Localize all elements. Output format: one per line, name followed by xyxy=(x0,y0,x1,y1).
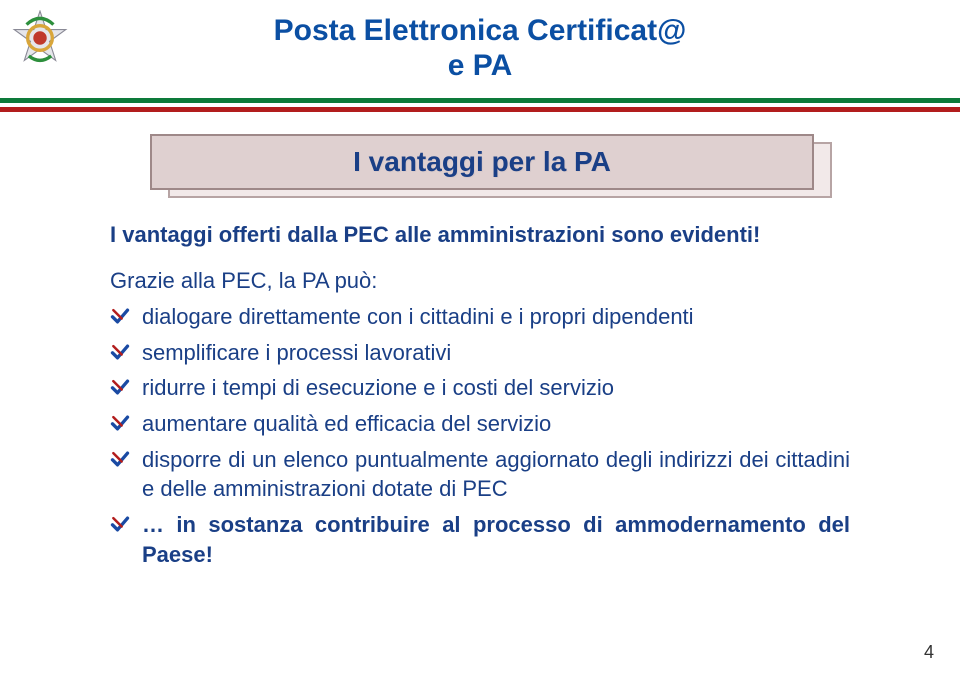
checkmark-icon xyxy=(110,304,130,324)
slide-title: Posta Elettronica Certificat@ e PA xyxy=(0,14,960,83)
bullet-item: dialogare direttamente con i cittadini e… xyxy=(110,302,850,332)
slide-body: I vantaggi offerti dalla PEC alle ammini… xyxy=(110,222,850,576)
subtitle-ribbon: I vantaggi per la PA xyxy=(150,134,850,196)
bullet-text: semplificare i processi lavorativi xyxy=(142,340,451,365)
checkmark-icon xyxy=(110,447,130,467)
title-line-2: e PA xyxy=(0,49,960,84)
bullet-item: aumentare qualità ed efficacia del servi… xyxy=(110,409,850,439)
bullet-item: semplificare i processi lavorativi xyxy=(110,338,850,368)
title-line-1: Posta Elettronica Certificat@ xyxy=(0,14,960,49)
bullet-text: dialogare direttamente con i cittadini e… xyxy=(142,304,694,329)
tricolor-stripe xyxy=(0,98,960,112)
checkmark-icon xyxy=(110,512,130,532)
bullet-item: ridurre i tempi di esecuzione e i costi … xyxy=(110,373,850,403)
bullet-text: aumentare qualità ed efficacia del servi… xyxy=(142,411,551,436)
lead-text: Grazie alla PEC, la PA può: xyxy=(110,268,850,294)
bullet-text: disporre di un elenco puntualmente aggio… xyxy=(142,447,850,502)
checkmark-icon xyxy=(110,340,130,360)
checkmark-icon xyxy=(110,375,130,395)
ribbon-front: I vantaggi per la PA xyxy=(150,134,814,190)
page-number: 4 xyxy=(924,642,934,663)
intro-text: I vantaggi offerti dalla PEC alle ammini… xyxy=(110,222,850,248)
checkmark-icon xyxy=(110,411,130,431)
stripe-red xyxy=(0,107,960,112)
ribbon-text: I vantaggi per la PA xyxy=(353,146,611,178)
bullet-list: dialogare direttamente con i cittadini e… xyxy=(110,302,850,570)
slide-page: Posta Elettronica Certificat@ e PA I van… xyxy=(0,0,960,679)
bullet-item: disporre di un elenco puntualmente aggio… xyxy=(110,445,850,504)
bullet-text: … in sostanza contribuire al processo di… xyxy=(142,512,850,567)
bullet-text: ridurre i tempi di esecuzione e i costi … xyxy=(142,375,614,400)
bullet-item: … in sostanza contribuire al processo di… xyxy=(110,510,850,569)
